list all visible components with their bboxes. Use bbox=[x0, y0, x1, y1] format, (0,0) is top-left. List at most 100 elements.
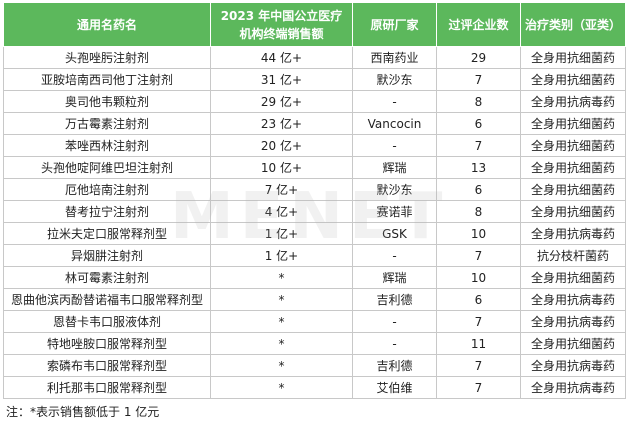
table-cell: 全身用抗细菌药 bbox=[520, 46, 626, 69]
table-cell: * bbox=[210, 332, 353, 355]
table-cell: 异烟肼注射剂 bbox=[3, 244, 211, 267]
table-cell: 11 bbox=[436, 332, 521, 355]
table-cell: 8 bbox=[436, 90, 521, 113]
table-cell: 全身用抗病毒药 bbox=[520, 376, 626, 399]
table-cell: * bbox=[210, 310, 353, 333]
table-row: 亚胺培南西司他丁注射剂 31 亿+ 默沙东 7 全身用抗细菌药 bbox=[3, 68, 626, 91]
table-cell: * bbox=[210, 288, 353, 311]
table-cell: 1 亿+ bbox=[210, 222, 353, 245]
table-cell: * bbox=[210, 354, 353, 377]
table-cell: 默沙东 bbox=[352, 68, 437, 91]
table-cell: 7 bbox=[436, 244, 521, 267]
header-cell: 过评企业数 bbox=[436, 2, 521, 47]
table-cell: 全身用抗细菌药 bbox=[520, 112, 626, 135]
header-line: 2023 年中国公立医疗 bbox=[220, 8, 343, 23]
table-cell: 头孢他啶阿维巴坦注射剂 bbox=[3, 156, 211, 179]
table-cell: 10 bbox=[436, 266, 521, 289]
table-cell: 全身用抗细菌药 bbox=[520, 332, 626, 355]
table-cell: 7 亿+ bbox=[210, 178, 353, 201]
header-line: 机构终端销售额 bbox=[239, 26, 324, 41]
table-cell: 全身用抗病毒药 bbox=[520, 222, 626, 245]
table-cell: 13 bbox=[436, 156, 521, 179]
table-cell: 赛诺菲 bbox=[352, 200, 437, 223]
table-cell: 4 亿+ bbox=[210, 200, 353, 223]
table-cell: 林可霉素注射剂 bbox=[3, 266, 211, 289]
table-row: 索磷布韦口服常释剂型 * 吉利德 7 全身用抗病毒药 bbox=[3, 354, 626, 377]
table-cell: 全身用抗细菌药 bbox=[520, 200, 626, 223]
table-row: 头孢他啶阿维巴坦注射剂 10 亿+ 辉瑞 13 全身用抗细菌药 bbox=[3, 156, 626, 179]
table-cell: 利托那韦口服常释剂型 bbox=[3, 376, 211, 399]
data-table: 通用名药名 2023 年中国公立医疗 机构终端销售额 原研厂家 过评企业数 治疗类别（亚类… bbox=[3, 2, 626, 399]
table-cell: 全身用抗细菌药 bbox=[520, 156, 626, 179]
table-row: 拉米夫定口服常释剂型 1 亿+ GSK 10 全身用抗病毒药 bbox=[3, 222, 626, 245]
table-cell: 索磷布韦口服常释剂型 bbox=[3, 354, 211, 377]
table-cell: Vancocin bbox=[352, 112, 437, 135]
table-cell: 全身用抗细菌药 bbox=[520, 68, 626, 91]
table-cell: 奥司他韦颗粒剂 bbox=[3, 90, 211, 113]
table-cell: 亚胺培南西司他丁注射剂 bbox=[3, 68, 211, 91]
header-cell: 通用名药名 bbox=[3, 2, 211, 47]
table-cell: 7 bbox=[436, 310, 521, 333]
table-cell: - bbox=[352, 244, 437, 267]
table-cell: 7 bbox=[436, 376, 521, 399]
table-cell: 恩曲他滨丙酚替诺福韦口服常释剂型 bbox=[3, 288, 211, 311]
table-cell: - bbox=[352, 90, 437, 113]
table-cell: 全身用抗病毒药 bbox=[520, 354, 626, 377]
header-cell: 2023 年中国公立医疗 机构终端销售额 bbox=[210, 2, 353, 47]
table-cell: 10 bbox=[436, 222, 521, 245]
table-cell: 10 亿+ bbox=[210, 156, 353, 179]
table-cell: 吉利德 bbox=[352, 354, 437, 377]
table-row: 林可霉素注射剂 * 辉瑞 10 全身用抗细菌药 bbox=[3, 266, 626, 289]
table-cell: 拉米夫定口服常释剂型 bbox=[3, 222, 211, 245]
table-cell: * bbox=[210, 266, 353, 289]
table-cell: 辉瑞 bbox=[352, 156, 437, 179]
table-cell: - bbox=[352, 310, 437, 333]
table-cell: 7 bbox=[436, 354, 521, 377]
table-cell: 31 亿+ bbox=[210, 68, 353, 91]
table-cell: 全身用抗病毒药 bbox=[520, 310, 626, 333]
header-cell: 治疗类别（亚类） bbox=[520, 2, 626, 47]
table-cell: 7 bbox=[436, 134, 521, 157]
table-cell: 头孢唑肟注射剂 bbox=[3, 46, 211, 69]
table-cell: 西南药业 bbox=[352, 46, 437, 69]
table-cell: 全身用抗细菌药 bbox=[520, 178, 626, 201]
table-row: 厄他培南注射剂 7 亿+ 默沙东 6 全身用抗细菌药 bbox=[3, 178, 626, 201]
table-cell: 全身用抗病毒药 bbox=[520, 288, 626, 311]
table-cell: 44 亿+ bbox=[210, 46, 353, 69]
table-cell: 抗分枝杆菌药 bbox=[520, 244, 626, 267]
table-cell: * bbox=[210, 376, 353, 399]
table-row: 头孢唑肟注射剂 44 亿+ 西南药业 29 全身用抗细菌药 bbox=[3, 46, 626, 69]
table-cell: 23 亿+ bbox=[210, 112, 353, 135]
table-cell: 29 亿+ bbox=[210, 90, 353, 113]
table-body: 头孢唑肟注射剂 44 亿+ 西南药业 29 全身用抗细菌药 亚胺培南西司他丁注射剂 31 亿… bbox=[3, 46, 626, 399]
table-cell: 6 bbox=[436, 112, 521, 135]
table-cell: 苯唑西林注射剂 bbox=[3, 134, 211, 157]
table-cell: 20 亿+ bbox=[210, 134, 353, 157]
table-cell: 特地唑胺口服常释剂型 bbox=[3, 332, 211, 355]
table-row: 奥司他韦颗粒剂 29 亿+ -8 全身用抗病毒药 bbox=[3, 90, 626, 113]
table-cell: - bbox=[352, 134, 437, 157]
table-cell: 6 bbox=[436, 288, 521, 311]
table-cell: 辉瑞 bbox=[352, 266, 437, 289]
table-row: 万古霉素注射剂 23 亿+ Vancocin 6 全身用抗细菌药 bbox=[3, 112, 626, 135]
table-cell: 29 bbox=[436, 46, 521, 69]
table-row: 特地唑胺口服常释剂型 * -11 全身用抗细菌药 bbox=[3, 332, 626, 355]
table-row: 替考拉宁注射剂 4 亿+ 赛诺菲 8 全身用抗细菌药 bbox=[3, 200, 626, 223]
table-cell: 全身用抗细菌药 bbox=[520, 266, 626, 289]
table-cell: 万古霉素注射剂 bbox=[3, 112, 211, 135]
table-cell: 恩替卡韦口服液体剂 bbox=[3, 310, 211, 333]
table-cell: 8 bbox=[436, 200, 521, 223]
table-cell: 艾伯维 bbox=[352, 376, 437, 399]
table-cell: 全身用抗细菌药 bbox=[520, 134, 626, 157]
table-cell: 6 bbox=[436, 178, 521, 201]
footnote: 注：*表示销售额低于 1 亿元 bbox=[6, 405, 160, 419]
table-cell: 1 亿+ bbox=[210, 244, 353, 267]
header-row: 通用名药名 2023 年中国公立医疗 机构终端销售额 原研厂家 过评企业数 治疗类别（亚类… bbox=[3, 2, 626, 47]
table-row: 异烟肼注射剂 1 亿+ -7 抗分枝杆菌药 bbox=[3, 244, 626, 267]
table-cell: 替考拉宁注射剂 bbox=[3, 200, 211, 223]
table-cell: 全身用抗病毒药 bbox=[520, 90, 626, 113]
table-row: 苯唑西林注射剂 20 亿+ -7 全身用抗细菌药 bbox=[3, 134, 626, 157]
table-row: 利托那韦口服常释剂型 * 艾伯维 7 全身用抗病毒药 bbox=[3, 376, 626, 399]
table-row: 恩曲他滨丙酚替诺福韦口服常释剂型 * 吉利德 6 全身用抗病毒药 bbox=[3, 288, 626, 311]
